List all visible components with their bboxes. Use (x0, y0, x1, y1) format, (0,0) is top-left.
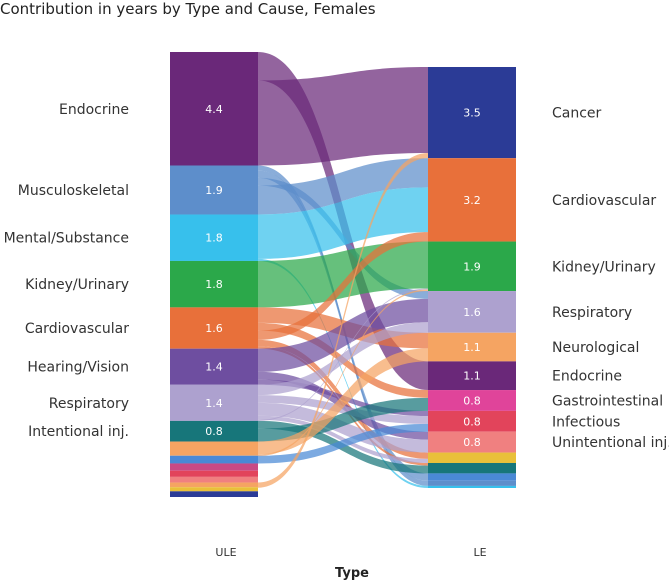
ule-node-segment-10[interactable] (170, 463, 258, 471)
column-label-ule: ULE (215, 546, 236, 559)
ule-column: 4.4 1.9 1.8 1.8 1.6 1.4 1.4 0.8 (170, 52, 258, 497)
flow-link (258, 298, 428, 372)
ule-node-kidney-urinary[interactable] (170, 260, 258, 308)
ule-node-segment-11[interactable] (170, 470, 258, 477)
le-category-label: Respiratory (552, 305, 632, 321)
le-category-label: Kidney/Urinary (552, 259, 656, 275)
le-node-gastrointestinal[interactable] (428, 390, 516, 411)
ule-category-label: Intentional inj. (28, 424, 129, 440)
le-value-label: 1.1 (463, 341, 481, 354)
le-node-segment-12[interactable] (428, 480, 516, 486)
ule-category-label: Musculoskeletal (18, 183, 129, 199)
ule-node-segment-8[interactable] (170, 441, 258, 456)
le-node-cancer[interactable] (428, 67, 516, 159)
flow-link (258, 152, 428, 488)
ule-node-hearing-vision[interactable] (170, 348, 258, 385)
x-axis-title: Type (335, 566, 369, 580)
ule-value-label: 0.8 (205, 425, 223, 438)
ule-node-endocrine[interactable] (170, 52, 258, 166)
node-labels: Endocrine Musculoskeletal Mental/Substance… (4, 102, 669, 451)
ule-node-respiratory[interactable] (170, 384, 258, 421)
flow-link (258, 415, 428, 463)
le-category-label: Neurological (552, 340, 639, 356)
le-node-cardiovascular[interactable] (428, 158, 516, 242)
le-value-label: 3.5 (463, 107, 481, 120)
flow-link (258, 241, 428, 308)
ule-node-mental-substance[interactable] (170, 214, 258, 261)
flow-link (258, 322, 428, 396)
le-node-respiratory[interactable] (428, 291, 516, 333)
ule-value-label: 1.8 (205, 232, 223, 245)
ule-node-musculoskeletal[interactable] (170, 165, 258, 215)
flow-link (258, 288, 428, 421)
ule-node-segment-9[interactable] (170, 455, 258, 464)
le-value-label: 0.8 (463, 394, 481, 407)
ule-category-label: Cardiovascular (25, 321, 129, 337)
le-node-kidney-urinary[interactable] (428, 241, 516, 292)
le-value-label: 0.8 (463, 436, 481, 449)
ule-node-segment-13[interactable] (170, 482, 258, 488)
ule-value-label: 4.4 (205, 103, 223, 116)
flow-link (258, 402, 428, 453)
le-category-label: Gastrointestinal (552, 393, 663, 409)
flow-link (258, 289, 428, 456)
ule-node-segment-14[interactable] (170, 487, 258, 492)
le-category-label: Endocrine (552, 369, 622, 385)
flow-links (258, 52, 428, 488)
column-label-le: LE (473, 546, 486, 559)
le-node-neurological[interactable] (428, 332, 516, 362)
le-node-unintentional-inj[interactable] (428, 431, 516, 453)
le-category-label: Cardiovascular (552, 193, 656, 209)
le-category-label: Infectious (552, 414, 620, 430)
ule-node-cardiovascular[interactable] (170, 307, 258, 349)
ule-category-label: Respiratory (49, 396, 129, 412)
le-value-label: 1.6 (463, 306, 481, 319)
ule-value-label: 1.9 (205, 184, 223, 197)
le-node-segment-9[interactable] (428, 452, 516, 463)
ule-category-label: Mental/Substance (4, 231, 129, 247)
le-column: 3.5 3.2 1.9 1.6 1.1 1.1 0.8 0.8 0.8 (428, 67, 516, 488)
flow-link (258, 348, 428, 455)
ule-category-label: Hearing/Vision (27, 360, 129, 376)
le-value-label: 3.2 (463, 194, 481, 207)
le-node-infectious[interactable] (428, 410, 516, 432)
ule-node-segment-12[interactable] (170, 476, 258, 483)
le-node-segment-13[interactable] (428, 485, 516, 488)
flow-link (258, 397, 428, 442)
ule-value-label: 1.4 (205, 361, 223, 374)
le-value-label: 1.9 (463, 260, 481, 273)
ule-node-intentional-inj[interactable] (170, 420, 258, 442)
le-category-label: Unintentional inj. (552, 435, 669, 451)
ule-category-label: Kidney/Urinary (25, 277, 129, 293)
ule-category-label: Endocrine (59, 102, 129, 118)
le-node-segment-10[interactable] (428, 462, 516, 474)
flow-link (258, 395, 428, 424)
ule-node-segment-15[interactable] (170, 491, 258, 497)
flow-link (258, 67, 428, 166)
le-category-label: Cancer (552, 106, 602, 122)
flow-link (258, 158, 428, 215)
ule-value-label: 1.8 (205, 278, 223, 291)
ule-value-label: 1.6 (205, 322, 223, 335)
le-node-endocrine[interactable] (428, 361, 516, 391)
flow-link (258, 423, 428, 464)
flow-link (258, 232, 428, 340)
le-node-segment-11[interactable] (428, 473, 516, 481)
flow-link (258, 187, 428, 259)
le-value-label: 0.8 (463, 415, 481, 428)
ule-value-label: 1.4 (205, 397, 223, 410)
le-value-label: 1.1 (463, 370, 481, 383)
chart-title: Contribution in years by Type and Cause,… (0, 0, 376, 18)
